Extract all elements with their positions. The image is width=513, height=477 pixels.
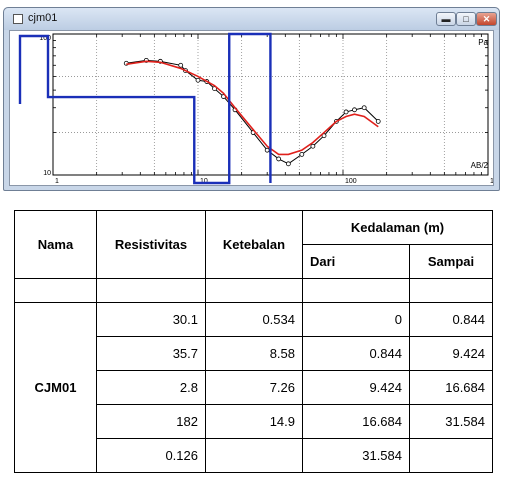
empty-cell — [96, 278, 206, 303]
depth-from-cell: 0 — [302, 302, 410, 337]
x-tick-label: 10 — [200, 178, 208, 185]
depth-to-cell: 16.684 — [409, 370, 493, 405]
resistivity-cell: 182 — [96, 404, 206, 439]
header-nama: Nama — [14, 210, 97, 279]
chart-marks — [18, 32, 381, 185]
header-ketebalan: Ketebalan — [205, 210, 303, 279]
y-tick-label: 100 — [39, 35, 51, 42]
sounding-name: CJM01 — [14, 302, 97, 473]
y-tick-label: 10 — [43, 170, 51, 177]
sounding-window: cjm01 ▬ □ ✕ 1 10 100 1000 100 10 Pa AB/2 — [3, 7, 500, 191]
depth-from-cell: 9.424 — [302, 370, 410, 405]
resistivity-cell: 2.8 — [96, 370, 206, 405]
depth-to-cell — [409, 438, 493, 473]
field-data-point — [375, 118, 381, 124]
field-data-point — [343, 109, 349, 115]
header-kedalaman: Kedalaman (m) — [302, 210, 493, 245]
y-axis-label: Pa — [478, 38, 488, 47]
table-row: 182 14.9 16.684 31.584 — [15, 404, 493, 439]
field-data-point — [299, 151, 305, 157]
x-axis-label: AB/2 — [471, 161, 489, 170]
thickness-cell: 8.58 — [205, 336, 303, 371]
empty-cell — [14, 278, 97, 303]
depth-to-cell: 9.424 — [409, 336, 493, 371]
x-tick-label: 1000 — [490, 178, 493, 185]
header-dari: Dari — [302, 244, 410, 279]
x-tick-label: 1 — [55, 178, 59, 185]
empty-cell — [409, 278, 493, 303]
field-data-point — [310, 143, 316, 149]
table-row: CJM01 30.1 0.534 0 0.844 — [14, 302, 493, 473]
resistivity-cell: 30.1 — [96, 302, 206, 337]
empty-cell — [205, 278, 303, 303]
depth-to-cell: 31.584 — [409, 404, 493, 439]
minimize-button[interactable]: ▬ — [436, 12, 456, 26]
field-data-point — [195, 77, 201, 83]
header-sampai: Sampai — [409, 244, 493, 279]
field-data-point — [321, 133, 327, 139]
field-data-point — [352, 107, 357, 113]
depth-from-cell: 16.684 — [302, 404, 410, 439]
spacer-row — [14, 278, 493, 303]
window-title: cjm01 — [28, 12, 58, 24]
table-row: 0.126 31.584 — [15, 438, 493, 473]
field-data-point — [264, 147, 270, 153]
layer-table: Nama Resistivitas Ketebalan Kedalaman (m… — [14, 210, 493, 473]
thickness-cell: 7.26 — [205, 370, 303, 405]
title-bar[interactable]: cjm01 ▬ □ ✕ — [4, 8, 499, 30]
thickness-cell — [205, 438, 303, 473]
plot-area: 1 10 100 1000 100 10 Pa AB/2 — [9, 30, 494, 186]
thickness-cell: 14.9 — [205, 404, 303, 439]
x-tick-label: 100 — [345, 178, 357, 185]
field-data-point — [178, 62, 184, 68]
field-data-point — [285, 161, 291, 167]
depth-from-cell: 31.584 — [302, 438, 410, 473]
resistivity-sounding-chart: 1 10 100 1000 100 10 Pa AB/2 — [18, 32, 493, 185]
field-data-point — [276, 156, 282, 162]
thickness-cell: 0.534 — [205, 302, 303, 337]
close-button[interactable]: ✕ — [476, 12, 497, 26]
model-curve — [18, 32, 272, 185]
resistivity-cell: 35.7 — [96, 336, 206, 371]
header-resistivitas: Resistivitas — [96, 210, 206, 279]
field-curve — [126, 59, 379, 165]
depth-from-cell: 0.844 — [302, 336, 410, 371]
field-data-point — [361, 105, 367, 111]
calculated-curve — [126, 60, 379, 156]
table-row: 2.8 7.26 9.424 16.684 — [15, 370, 493, 405]
tick-labels: 1 10 100 1000 100 10 — [39, 35, 493, 185]
empty-cell — [302, 278, 410, 303]
depth-to-cell: 0.844 — [409, 302, 493, 337]
maximize-button[interactable]: □ — [456, 12, 476, 26]
resistivity-cell: 0.126 — [96, 438, 206, 473]
window-icon[interactable] — [13, 14, 23, 24]
